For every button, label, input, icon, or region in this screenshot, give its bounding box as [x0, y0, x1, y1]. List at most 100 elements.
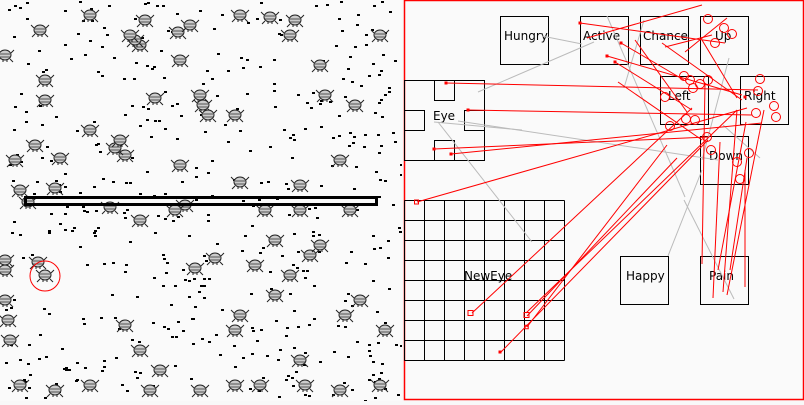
synapse-marker: [751, 108, 761, 118]
food-dot-icon: [273, 90, 276, 92]
food-dot-icon: [146, 171, 149, 173]
food-dot-icon: [285, 335, 288, 337]
food-dot-icon: [124, 114, 127, 116]
food-dot-icon: [43, 308, 46, 310]
food-dot-icon: [19, 7, 22, 9]
connection-line: [620, 42, 685, 81]
selected-creature-marker[interactable]: [29, 260, 61, 292]
food-dot-icon: [175, 336, 178, 338]
food-dot-icon: [108, 5, 111, 7]
food-dot-icon: [376, 311, 379, 313]
node-right[interactable]: Right: [740, 76, 789, 125]
food-dot-icon: [20, 161, 23, 163]
world-canvas[interactable]: [0, 0, 403, 402]
connection-origin: [466, 108, 470, 112]
food-dot-icon: [399, 231, 402, 233]
synapse-marker: [735, 174, 745, 184]
bug-icon: [315, 89, 335, 103]
node-neweye[interactable]: NewEye: [404, 200, 565, 361]
food-dot-icon: [306, 102, 309, 104]
food-dot-icon: [207, 172, 210, 174]
connection-line: [717, 121, 747, 271]
food-dot-icon: [259, 66, 262, 68]
food-dot-icon: [112, 262, 115, 264]
food-dot-icon: [285, 183, 288, 185]
food-dot-icon: [372, 361, 375, 363]
bug-icon: [0, 264, 15, 278]
food-dot-icon: [63, 368, 66, 370]
food-dot-icon: [347, 293, 350, 295]
food-dot-icon: [64, 10, 67, 12]
food-dot-icon: [146, 65, 149, 67]
bug-icon: [130, 214, 150, 228]
food-dot-icon: [256, 340, 259, 342]
connection-line: [541, 35, 583, 45]
food-dot-icon: [27, 63, 30, 65]
food-dot-icon: [90, 8, 93, 10]
node-active[interactable]: Active: [580, 16, 629, 65]
food-dot-icon: [347, 356, 350, 358]
food-dot-icon: [338, 18, 341, 20]
food-dot-icon: [154, 232, 157, 234]
node-left[interactable]: Left: [660, 76, 709, 125]
food-dot-icon: [380, 99, 383, 101]
food-dot-icon: [139, 125, 142, 127]
node-happy[interactable]: Happy: [620, 256, 669, 305]
food-dot-icon: [269, 271, 272, 273]
food-dot-icon: [304, 394, 307, 396]
food-dot-icon: [121, 384, 124, 386]
bug-icon: [340, 204, 360, 218]
food-dot-icon: [293, 139, 296, 141]
food-dot-icon: [50, 160, 53, 162]
connection-origin: [432, 147, 436, 151]
node-hungry[interactable]: Hungry: [500, 16, 549, 65]
bug-icon: [205, 252, 225, 266]
bug-icon: [225, 379, 245, 393]
food-dot-icon: [171, 105, 174, 107]
bug-icon: [80, 379, 100, 393]
food-dot-icon: [86, 211, 89, 213]
connection-line: [586, 4, 703, 39]
food-dot-icon: [291, 377, 294, 379]
food-dot-icon: [318, 251, 321, 253]
food-dot-icon: [251, 327, 254, 329]
node-label: Chance: [643, 29, 688, 43]
food-dot-icon: [306, 270, 309, 272]
brain-view[interactable]: Hungry Active Chance Up Left Right Eye D…: [402, 0, 804, 401]
brain-canvas[interactable]: Hungry Active Chance Up Left Right Eye D…: [402, 0, 804, 401]
food-dot-icon: [343, 382, 346, 384]
connection-line: [701, 57, 730, 161]
world-view[interactable]: [0, 0, 403, 402]
food-dot-icon: [251, 353, 254, 355]
food-dot-icon: [64, 229, 67, 231]
node-label: Happy: [626, 269, 665, 283]
food-dot-icon: [351, 389, 354, 391]
connection-line: [722, 109, 738, 293]
bug-icon: [280, 269, 300, 283]
bug-icon: [265, 289, 285, 303]
connection-origin: [743, 95, 747, 99]
food-dot-icon: [204, 131, 207, 133]
synapse-marker: [744, 148, 754, 158]
bug-icon: [345, 99, 365, 113]
food-dot-icon: [66, 206, 69, 208]
food-dot-icon: [252, 330, 255, 332]
node-pain[interactable]: Pain: [700, 256, 749, 305]
food-dot-icon: [10, 307, 13, 309]
food-dot-icon: [48, 313, 51, 315]
node-eye[interactable]: Eye: [404, 80, 485, 161]
food-dot-icon: [315, 5, 318, 7]
food-dot-icon: [41, 157, 44, 159]
food-dot-icon: [203, 297, 206, 299]
food-dot-icon: [374, 112, 377, 114]
food-dot-icon: [337, 325, 340, 327]
food-dot-icon: [287, 188, 290, 190]
bug-icon: [280, 29, 300, 43]
food-dot-icon: [378, 152, 381, 154]
bug-icon: [35, 74, 55, 88]
food-dot-icon: [274, 106, 277, 108]
connection-line: [471, 107, 693, 314]
food-dot-icon: [292, 264, 295, 266]
food-dot-icon: [278, 396, 281, 398]
synapse-marker: [702, 132, 712, 142]
